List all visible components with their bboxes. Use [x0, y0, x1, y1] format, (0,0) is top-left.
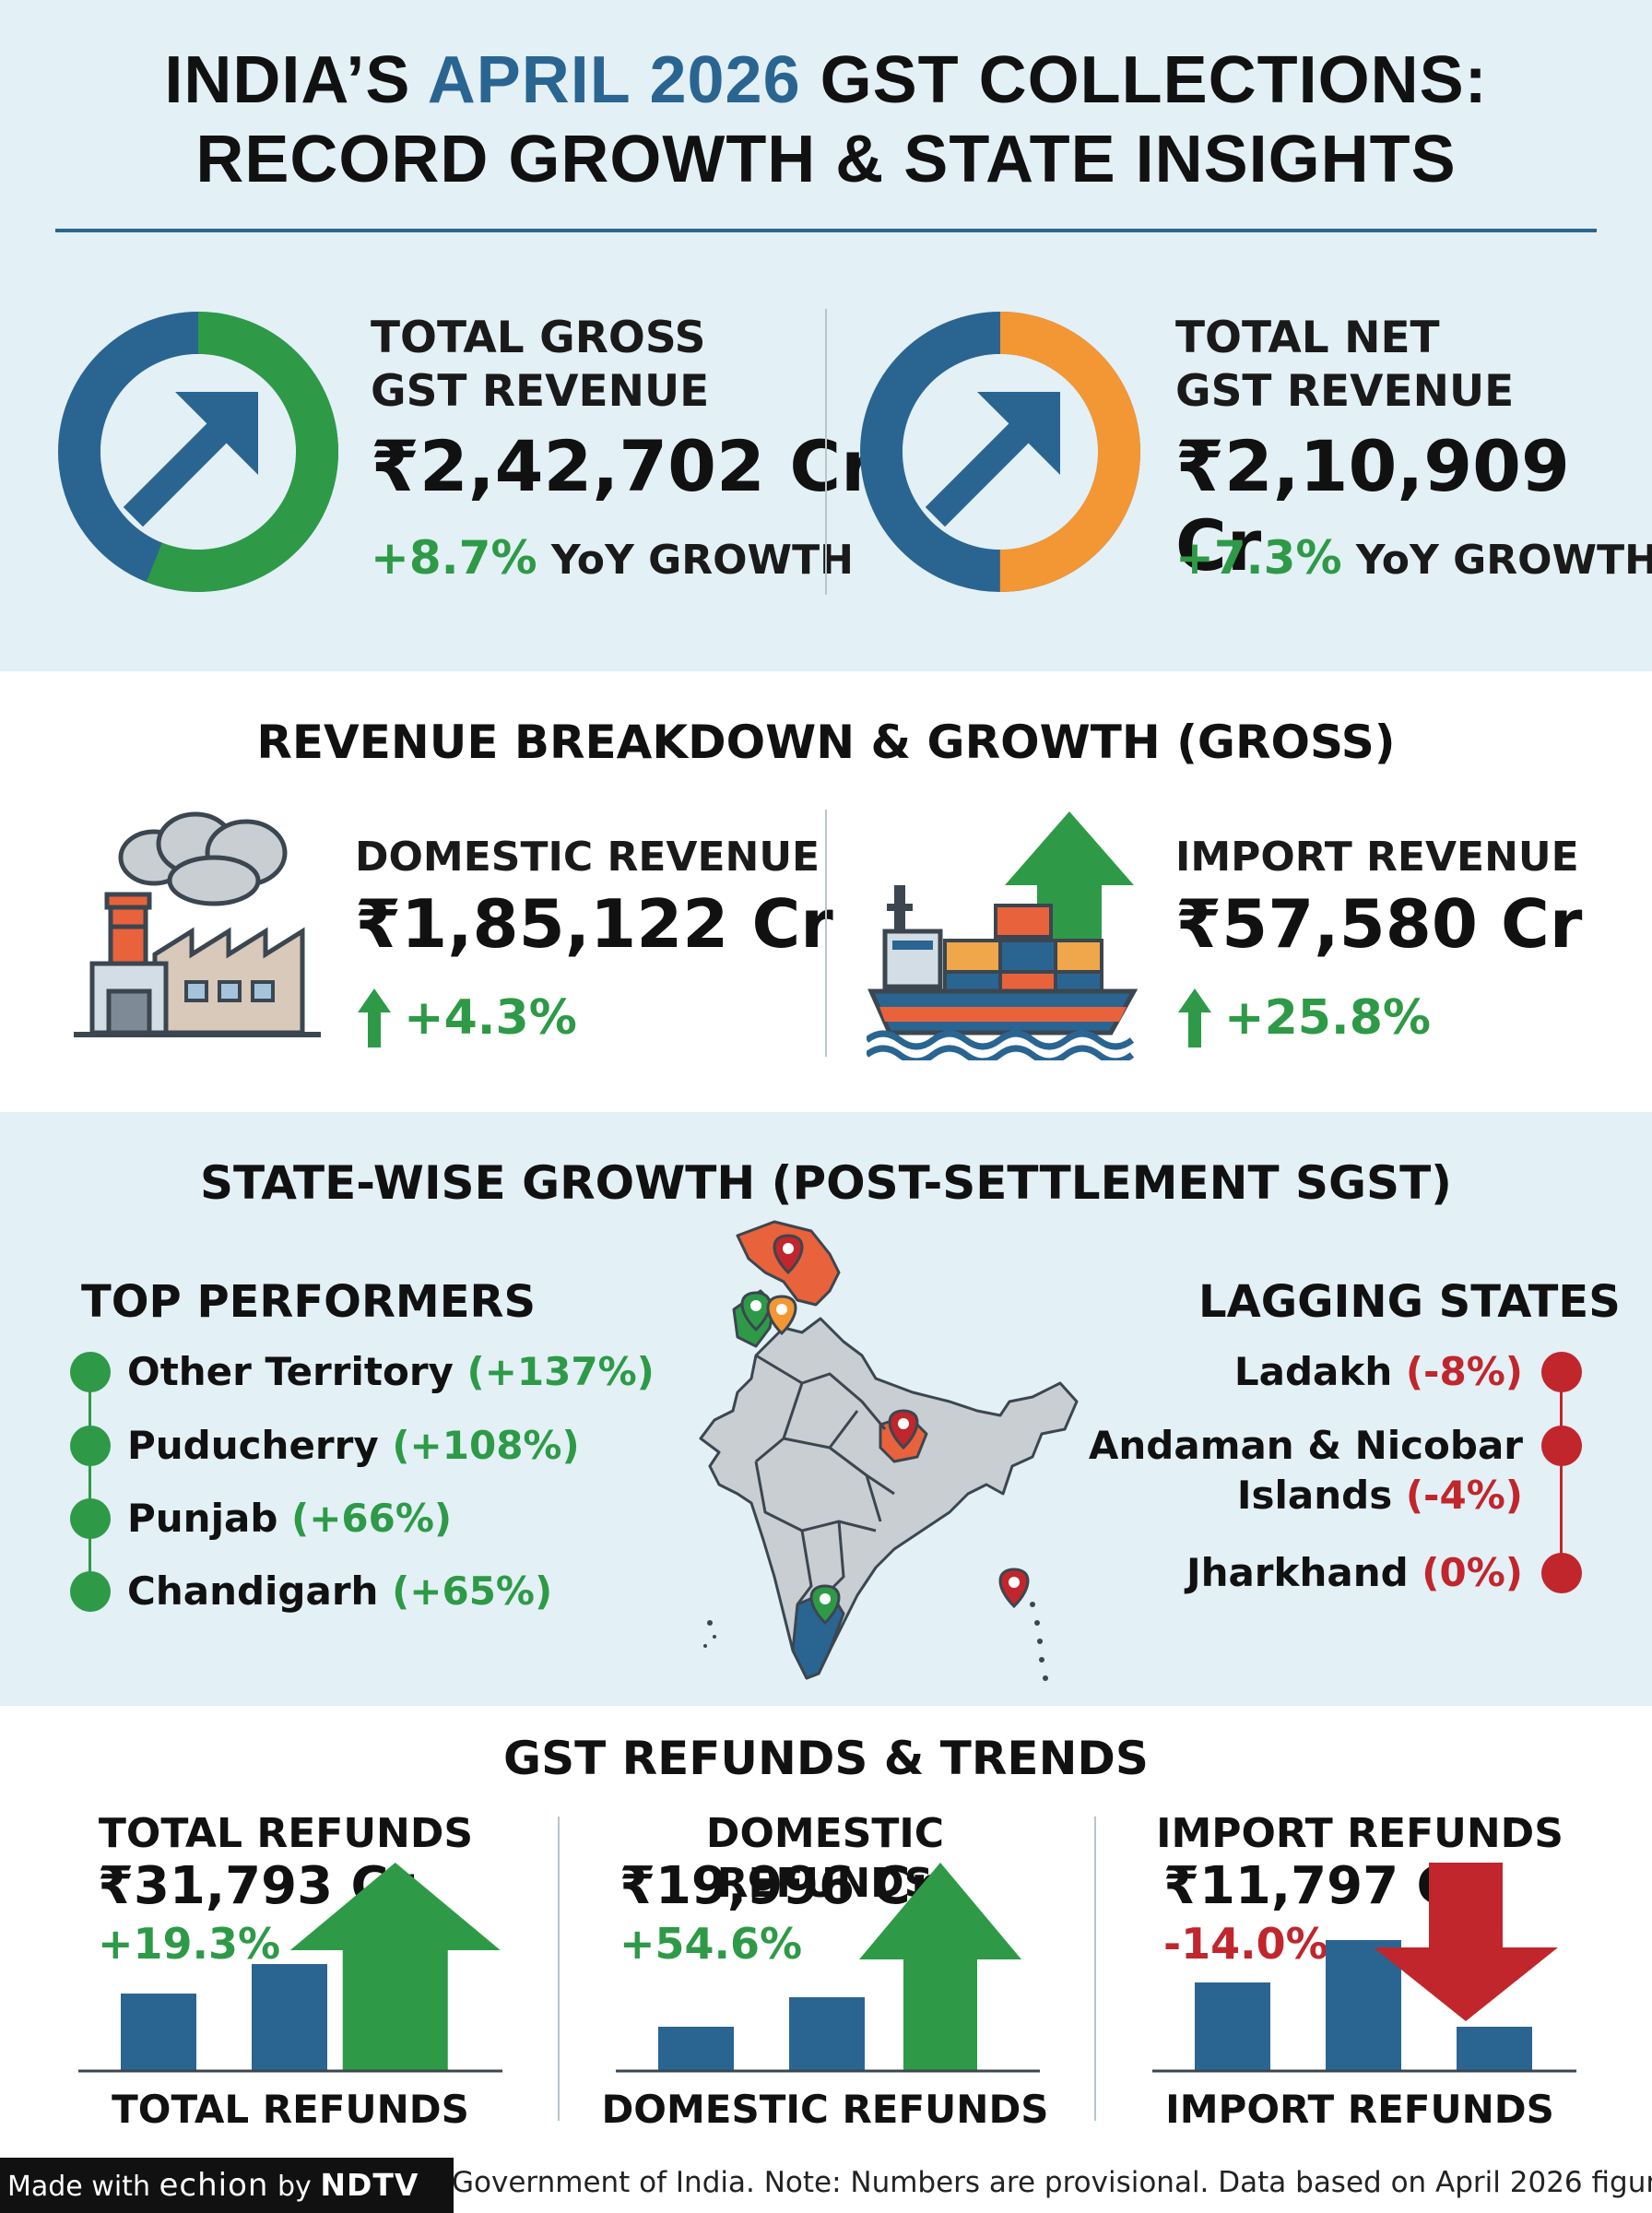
top-performers-connector [88, 1374, 91, 1592]
title-divider [55, 229, 1597, 232]
refunds-divider [1094, 1817, 1096, 2121]
status-dot [70, 1571, 111, 1612]
import-revenue-value: ₹57,580 Cr [1175, 885, 1583, 963]
cargo-ship-icon [867, 811, 1139, 1060]
status-dot [70, 1498, 111, 1539]
domestic-refunds-footer: DOMESTIC REFUNDS [601, 2087, 1049, 2132]
import-revenue-label: IMPORT REVENUE [1175, 834, 1579, 881]
title-line2: RECORD GROWTH & STATE INSIGHTS [195, 123, 1457, 196]
badge-by: by [268, 2171, 321, 2203]
title-highlight: APRIL 2026 [427, 43, 801, 117]
status-dot [70, 1426, 111, 1466]
status-dot [70, 1352, 111, 1392]
up-arrow-icon [1178, 988, 1211, 1047]
map-pin-icon [888, 1409, 919, 1450]
domestic-revenue-growth: +4.3% [404, 990, 577, 1046]
page-title: INDIA’S APRIL 2026 GST COLLECTIONS: RECO… [0, 41, 1652, 199]
trend-down-arrow-icon [1374, 1863, 1558, 2021]
status-dot [1541, 1426, 1582, 1466]
india-map-icon [699, 1220, 1079, 1681]
total-refunds-chart [78, 1863, 502, 2073]
map-pin-icon [766, 1295, 797, 1336]
top-performer-item: Other Territory (+137%) [127, 1349, 655, 1394]
net-revenue-donut [860, 312, 1140, 592]
import-refunds-value: ₹11,797 Cr [1163, 1856, 1481, 1916]
gross-revenue-label: TOTAL GROSS GST REVENUE [371, 313, 710, 417]
gross-revenue-growth: +8.7% YoY GROWTH [371, 531, 854, 585]
footer-note: Government of India. Note: Numbers are p… [452, 2166, 1652, 2199]
badge-org: NDTV [320, 2167, 419, 2203]
top-performer-item: Punjab (+66%) [127, 1496, 453, 1541]
lagging-state-item: Ladakh (-8%) [1233, 1349, 1523, 1394]
breakdown-title: REVENUE BREAKDOWN & GROWTH (GROSS) [256, 716, 1396, 769]
arrow-up-right-icon [925, 392, 1060, 527]
lagging-state-item: Andaman & Nicobar Islands (-4%) [1088, 1423, 1523, 1518]
refunds-divider [558, 1817, 560, 2121]
import-refunds-title: IMPORT REFUNDS [1156, 1810, 1564, 1857]
up-arrow-icon [358, 988, 391, 1047]
lagging-state-item: Jharkhand (0%) [1186, 1550, 1523, 1595]
lagging-states-connector [1560, 1372, 1563, 1573]
title-line1-pre: INDIA’S [164, 43, 428, 117]
trend-up-arrow-icon [289, 1863, 501, 2071]
total-refunds-footer: TOTAL REFUNDS [112, 2087, 469, 2132]
map-pin-icon [998, 1568, 1030, 1609]
map-pin-icon [773, 1234, 804, 1275]
net-revenue-value: ₹2,10,909 Cr [1175, 425, 1570, 586]
map-pin-icon [809, 1584, 841, 1626]
domestic-refunds-chart [616, 1863, 1040, 2073]
arrow-up-right-icon [123, 392, 258, 527]
breakdown-divider [825, 810, 827, 1057]
factory-icon [74, 811, 321, 1037]
domestic-refunds-growth: +54.6% [620, 1919, 803, 1969]
top-performer-item: Chandigarh (+65%) [127, 1568, 553, 1614]
total-refunds-title: TOTAL REFUNDS [98, 1810, 474, 1857]
status-dot [1541, 1352, 1582, 1392]
import-revenue-growth: +25.8% [1224, 990, 1431, 1046]
trend-up-arrow-icon [859, 1863, 1021, 2071]
domestic-revenue-label: DOMESTIC REVENUE [355, 834, 820, 881]
states-title: STATE-WISE GROWTH (POST-SETTLEMENT SGST) [199, 1156, 1453, 1210]
import-refunds-chart [1152, 1863, 1576, 2073]
net-revenue-label: TOTAL NET GST REVENUE [1175, 313, 1515, 417]
map-pin-icon [740, 1291, 772, 1332]
refunds-title: GST REFUNDS & TRENDS [503, 1732, 1149, 1785]
domestic-revenue-value: ₹1,85,122 Cr [355, 885, 833, 963]
total-refunds-growth: +19.3% [98, 1919, 281, 1969]
domestic-refunds-value: ₹19,996 Cr [620, 1856, 937, 1916]
net-revenue-growth: +7.3% YoY GROWTH [1175, 531, 1652, 585]
badge-brand: echion [159, 2167, 269, 2204]
kpi-divider [825, 309, 827, 595]
import-refunds-growth: -14.0% [1163, 1919, 1328, 1969]
made-with-badge[interactable]: Made with echion by NDTV [0, 2158, 454, 2213]
gross-revenue-donut [58, 312, 338, 592]
domestic-refunds-title: DOMESTIC REFUNDS [705, 1810, 945, 1907]
badge-prefix: Made with [7, 2171, 159, 2203]
status-dot [1541, 1553, 1582, 1593]
import-refunds-footer: IMPORT REFUNDS [1165, 2087, 1554, 2132]
top-performers-heading: TOP PERFORMERS [81, 1276, 537, 1328]
lagging-states-heading: LAGGING STATES [1198, 1276, 1621, 1328]
title-line1-post: GST COLLECTIONS: [800, 43, 1488, 117]
gross-revenue-value: ₹2,42,702 Cr [371, 425, 876, 507]
top-performer-item: Puducherry (+108%) [127, 1423, 580, 1468]
